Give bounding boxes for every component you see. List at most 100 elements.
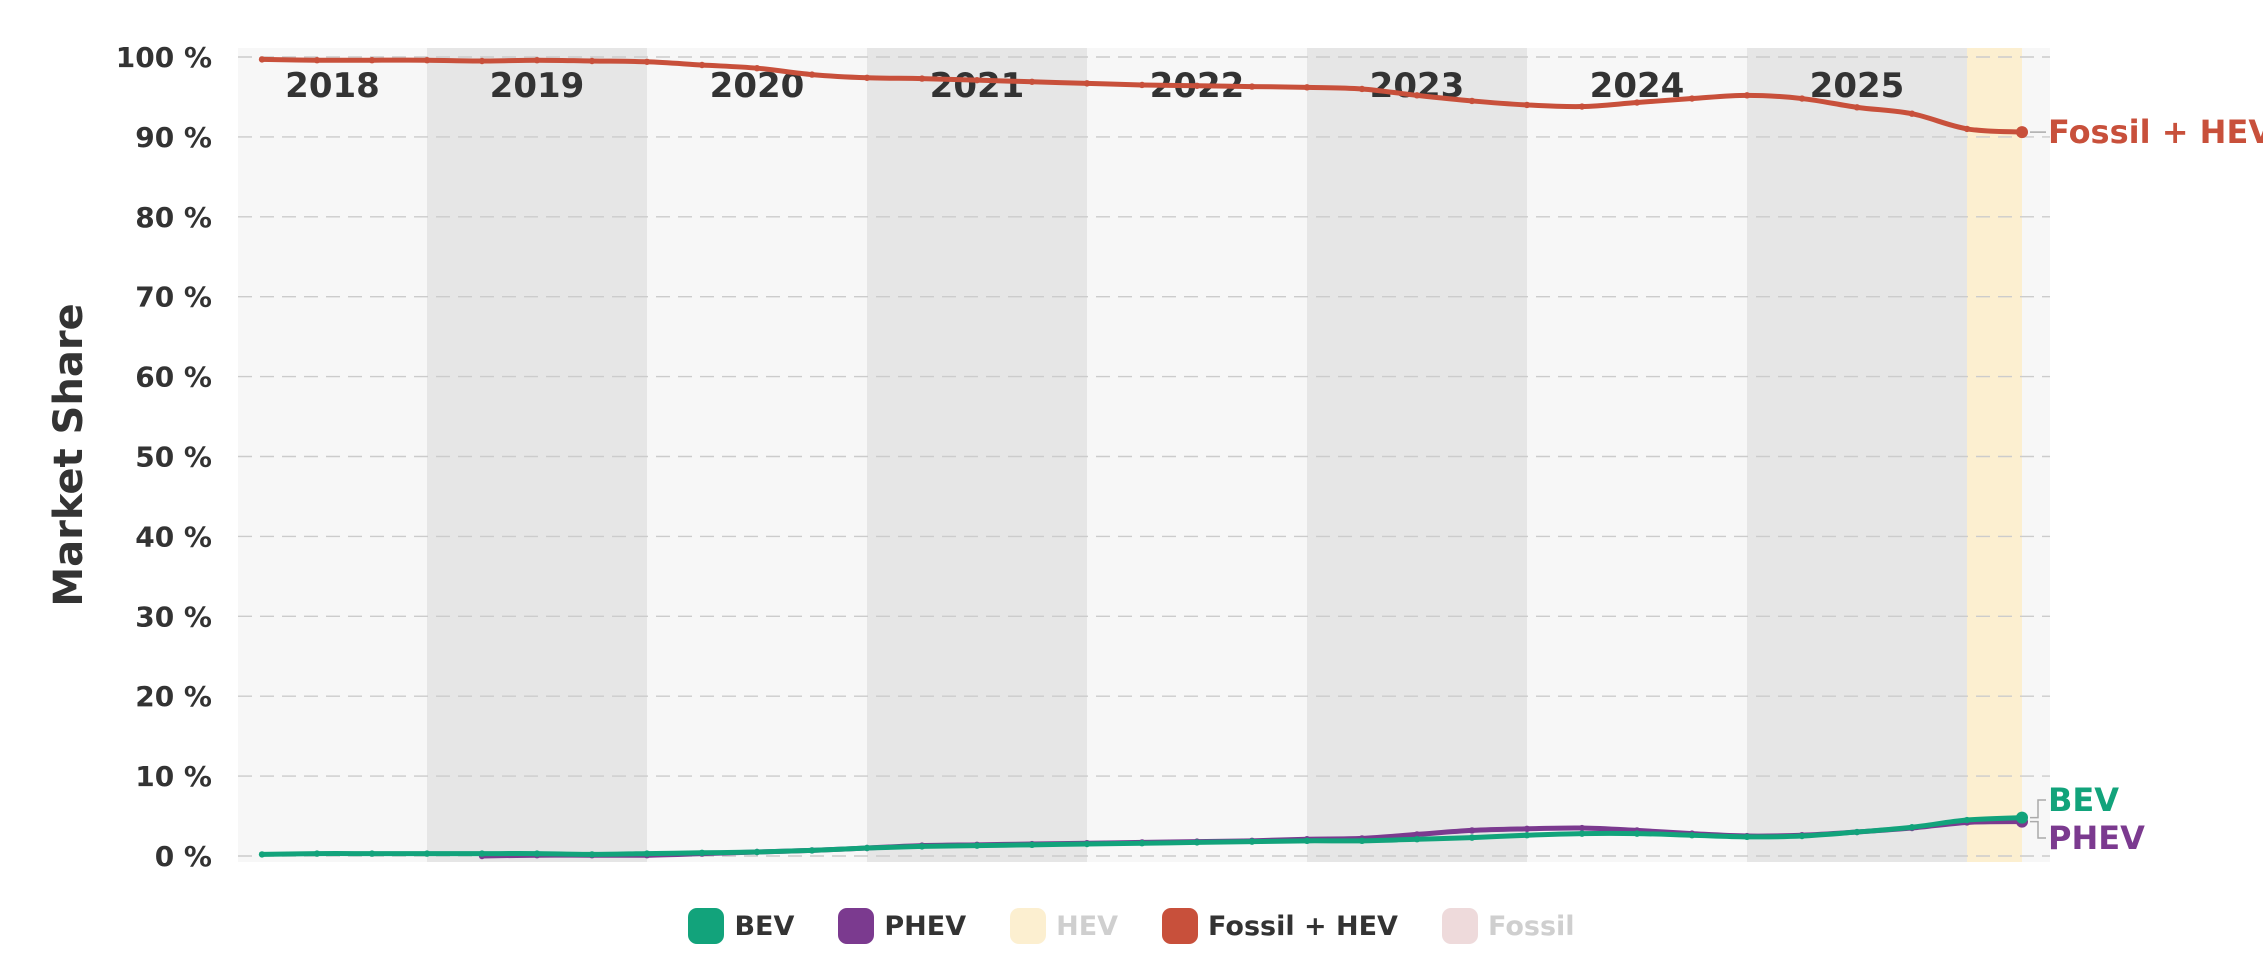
legend-label-fossil: Fossil [1487,910,1575,942]
data-point-fossil-hev [1743,92,1751,99]
end-label-bev: BEV [2048,781,2119,819]
data-point-bev [698,849,706,857]
legend-item-fossil-hev[interactable]: Fossil + HEV [1162,908,1398,944]
data-point-fossil-hev [368,56,376,64]
data-point-phev [1413,831,1421,838]
data-point-bev [533,850,541,857]
end-label-phev: PHEV [2048,819,2145,857]
data-point-fossil-hev [423,56,431,64]
data-point-fossil-hev [478,57,486,65]
legend-item-fossil[interactable]: Fossil [1441,908,1575,944]
data-point-bev [1908,824,1916,831]
grid-lines [238,56,2050,857]
year-band-2020 [647,48,867,862]
end-label-fossil-hev: Fossil + HEV [2048,113,2263,151]
year-label-2025: 2025 [1810,66,1905,106]
data-point-phev [1523,825,1531,833]
year-label-2019: 2019 [490,66,585,106]
y-axis-ticks: 0 % 10 % 20 % 30 % 40 % 50 % 60 % 70 % 80 % 90 % 1… [116,41,212,873]
data-point-fossil-hev [643,58,651,65]
data-point-fossil-hev [313,56,321,64]
data-point-bev [1963,816,1971,824]
data-point-bev [1743,833,1751,841]
y-tick-label: 90 % [135,121,212,154]
year-label-2021: 2021 [930,66,1025,106]
legend-swatch-bev [688,908,725,944]
year-band-2019 [427,48,647,862]
y-axis-label: Market Share [46,303,92,606]
y-tick-label: 10 % [135,760,212,793]
data-point-fossil-hev [698,61,706,69]
data-point-fossil-hev [1193,82,1201,89]
data-point-bev [1853,828,1861,836]
legend-label-bev: BEV [734,910,795,942]
data-point-fossil-hev [533,56,541,64]
data-point-bev [1083,840,1091,848]
data-point-bev [1688,832,1696,839]
legend-label-hev: HEV [1056,910,1119,942]
year-band-2023 [1307,48,1527,862]
data-point-fossil-hev [1083,80,1091,87]
data-point-fossil-hev [1798,95,1806,102]
data-point-bev [1138,840,1146,847]
legend-item-phev[interactable]: PHEV [838,908,966,944]
data-point-fossil-hev [258,56,266,63]
data-point-fossil-hev [588,57,596,65]
y-tick-label: 20 % [135,680,212,713]
data-point-bev [588,851,596,858]
data-point-fossil-hev [1963,125,1971,133]
y-tick-label: 0 % [155,840,212,873]
legend-item-bev[interactable]: BEV [688,908,794,944]
highlight-period [1967,48,2022,862]
legend-swatch-phev [838,908,875,944]
end-marker-bev [2016,811,2028,824]
end-marker-fossil-hev [2016,126,2028,139]
data-point-bev [1413,836,1421,843]
data-point-bev [863,844,871,852]
data-point-bev [313,850,321,857]
y-tick-label: 100 % [116,41,212,74]
data-point-bev [1578,830,1586,837]
legend-item-hev[interactable]: HEV [1010,908,1118,944]
data-point-bev [753,848,761,856]
data-point-fossil-hev [918,75,926,82]
year-band-2024 [1527,48,1747,862]
data-point-fossil-hev [1248,83,1256,90]
data-point-bev [1193,839,1201,846]
year-band-2018 [238,48,427,862]
data-point-bev [973,842,981,849]
y-tick-label: 40 % [135,520,212,553]
y-tick-label: 70 % [135,281,212,314]
data-point-bev [368,850,376,857]
legend-label-phev: PHEV [884,910,967,942]
series-lines [258,56,2028,860]
data-point-bev [918,843,926,850]
data-point-bev [1248,838,1256,845]
data-point-fossil-hev [1853,104,1861,111]
year-band-2025 [1747,48,1967,862]
y-tick-label: 80 % [135,201,212,234]
data-point-fossil-hev [863,74,871,81]
data-point-bev [1358,837,1366,845]
legend-swatch-fossil [1441,908,1478,944]
data-point-bev [1468,834,1476,841]
year-band-2022 [1087,48,1307,862]
legend: BEV PHEV HEV Fossil + HEV Fossil [0,908,2263,944]
data-point-fossil-hev [1413,92,1421,99]
data-point-bev [423,850,431,857]
data-point-bev [258,851,266,858]
data-point-fossil-hev [1633,99,1641,106]
data-point-fossil-hev [1908,110,1916,117]
data-point-fossil-hev [1358,85,1366,93]
year-bands [238,48,2050,862]
data-point-bev [1798,832,1806,840]
data-point-fossil-hev [1523,101,1531,109]
data-point-bev [808,847,816,854]
legend-swatch-fossil-hev [1162,908,1199,944]
data-point-fossil-hev [808,71,816,78]
data-point-phev [1468,827,1476,834]
data-point-bev [1303,837,1311,845]
data-point-bev [1028,841,1036,849]
